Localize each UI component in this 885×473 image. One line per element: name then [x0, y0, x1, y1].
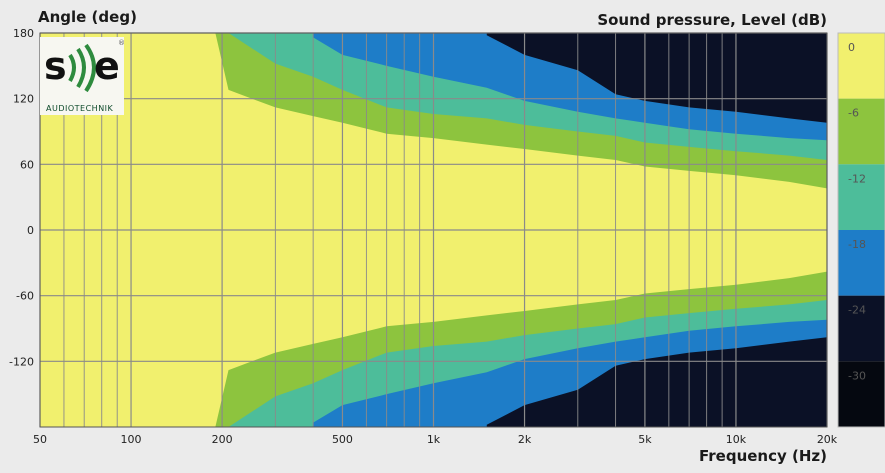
registered-mark: ®: [118, 39, 124, 47]
colorbar-label: -12: [848, 172, 866, 185]
logo-letter-e: e: [94, 44, 120, 88]
brand-logo: s e ®: [40, 37, 124, 115]
x-axis-title: Frequency (Hz): [698, 447, 827, 465]
chart-title: Sound pressure, Level (dB): [597, 11, 827, 29]
logo-subtext: AUDIOTECHNIK: [46, 104, 114, 113]
colorbar-frame: [837, 32, 885, 428]
x-tick-label: 1k: [427, 433, 441, 446]
x-tick-label: 100: [121, 433, 142, 446]
sound-wave-icon: [76, 47, 86, 89]
x-tick-label: 5k: [638, 433, 652, 446]
x-tick-label: 2k: [518, 433, 532, 446]
colorbar-segment: [838, 361, 885, 427]
x-tick-label: 200: [212, 433, 233, 446]
logo-letter-s: s: [44, 44, 67, 88]
plot-frame: [39, 32, 828, 428]
colorbar-label: -6: [848, 107, 859, 120]
y-axis-title: Angle (deg): [38, 8, 137, 26]
contour-band-minus24-bottom: [486, 337, 827, 427]
colorbar-segment: [838, 164, 885, 230]
colorbar-label: -18: [848, 238, 866, 251]
sound-wave-icon: [84, 43, 96, 93]
x-tick-label: 500: [332, 433, 353, 446]
sound-wave-icon: [68, 53, 76, 82]
colorbar-segment: [838, 98, 885, 165]
y-tick-label: 0: [27, 224, 34, 237]
y-tick-label: 120: [13, 93, 34, 106]
y-tick-label: 180: [13, 27, 34, 40]
colorbar-segment: [838, 33, 885, 99]
y-tick-label: 60: [20, 158, 34, 171]
colorbar-segment: [838, 230, 885, 296]
colorbar-label: -30: [848, 369, 866, 382]
y-tick-label: -120: [9, 355, 34, 368]
colorbar-label: -24: [848, 304, 866, 317]
contour-band-minus24-top: [486, 33, 827, 123]
colorbar-label: 0: [848, 41, 855, 54]
x-tick-label: 50: [33, 433, 47, 446]
x-tick-label: 20k: [817, 433, 838, 446]
colorbar-segment: [838, 295, 885, 362]
y-tick-label: -60: [16, 290, 34, 303]
x-tick-label: 10k: [726, 433, 747, 446]
